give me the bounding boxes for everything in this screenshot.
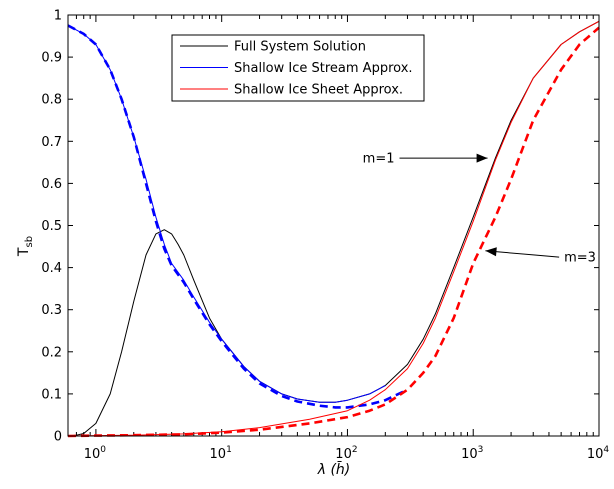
annotation-arrowhead xyxy=(476,153,488,163)
y-tick-label: 0.1 xyxy=(41,387,62,402)
y-tick-label: 0.3 xyxy=(41,303,62,318)
legend: Full System Solution Shallow Ice Stream … xyxy=(171,34,425,102)
x-tick-label-exponent: 0 xyxy=(100,445,106,455)
legend-label-shallow-ice-stream: Shallow Ice Stream Approx. xyxy=(234,61,413,76)
x-tick-label: 102 xyxy=(335,445,357,462)
x-tick-label-exponent: 3 xyxy=(478,445,484,455)
x-tick-label: 104 xyxy=(587,445,610,462)
x-tick-label: 103 xyxy=(461,445,483,462)
x-tick-label-base: 10 xyxy=(587,447,604,462)
y-tick-label: 0.5 xyxy=(41,219,62,234)
x-tick-label-exponent: 2 xyxy=(352,445,358,455)
y-tick-label: 0 xyxy=(54,430,62,445)
y-tick-label: 0.9 xyxy=(41,51,62,66)
series-line-dashed-2 xyxy=(67,24,409,409)
tick-marks xyxy=(67,14,600,437)
y-tick-label: 0.7 xyxy=(41,135,62,150)
y-axis-label-main: T xyxy=(16,247,32,257)
x-tick-label: 100 xyxy=(84,445,107,462)
y-axis-label-subscript: sb xyxy=(24,236,35,248)
annotation-text: m=1 xyxy=(363,152,395,167)
y-tick-label: 0.2 xyxy=(41,345,62,360)
annotation-arrowhead xyxy=(485,247,497,257)
y-axis-label: Tsb xyxy=(16,236,35,257)
x-tick-label-base: 10 xyxy=(335,447,352,462)
annotation-text: m=3 xyxy=(564,251,596,266)
x-tick-label-base: 10 xyxy=(84,447,101,462)
y-tick-label: 0.6 xyxy=(41,177,62,192)
annotation-group: m=1 m=3 xyxy=(363,152,596,266)
x-tick-label-base: 10 xyxy=(461,447,478,462)
x-tick-label-base: 10 xyxy=(210,447,227,462)
x-axis-label: λ (h̄) xyxy=(317,460,351,478)
x-tick-label: 101 xyxy=(210,445,232,462)
series-line-dashed-4 xyxy=(67,26,600,438)
plot-frame xyxy=(67,14,600,437)
x-tick-label-exponent: 1 xyxy=(226,445,232,455)
series-group xyxy=(67,20,600,438)
y-tick-label: 0.4 xyxy=(41,261,62,276)
legend-label-full-system: Full System Solution xyxy=(234,40,366,55)
y-tick-label: 0.8 xyxy=(41,93,62,108)
series-line-solid-3 xyxy=(67,20,600,437)
y-tick-label: 1 xyxy=(54,9,62,24)
x-tick-label-exponent: 4 xyxy=(603,445,609,455)
legend-label-shallow-ice-sheet: Shallow Ice Sheet Approx. xyxy=(234,83,403,98)
annotation-arrow-line xyxy=(485,250,560,258)
